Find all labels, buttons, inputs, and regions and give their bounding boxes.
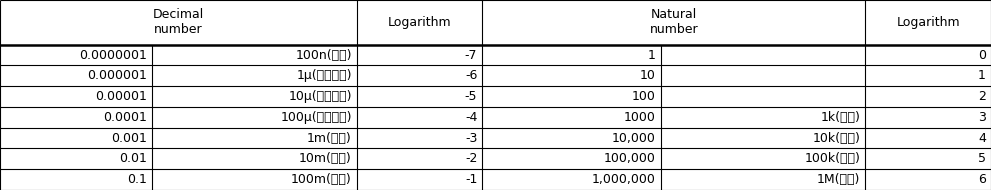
Text: Decimal
number: Decimal number (153, 8, 204, 36)
Text: 100μ(マイクロ): 100μ(マイクロ) (280, 111, 352, 124)
Text: 0.00001: 0.00001 (95, 90, 147, 103)
Text: 10: 10 (640, 69, 656, 82)
Text: 100k(キロ): 100k(キロ) (805, 152, 860, 165)
Text: -2: -2 (465, 152, 478, 165)
Text: 1μ(マイクロ): 1μ(マイクロ) (296, 69, 352, 82)
Text: 1,000,000: 1,000,000 (592, 173, 656, 186)
Text: 1000: 1000 (624, 111, 656, 124)
Text: 0.0000001: 0.0000001 (79, 48, 147, 62)
Text: 1: 1 (648, 48, 656, 62)
Text: 4: 4 (978, 132, 986, 145)
Text: 6: 6 (978, 173, 986, 186)
Text: 0.1: 0.1 (127, 173, 147, 186)
Text: 5: 5 (978, 152, 986, 165)
Text: 10μ(マイクロ): 10μ(マイクロ) (288, 90, 352, 103)
Text: 100m(ミリ): 100m(ミリ) (291, 173, 352, 186)
Text: -7: -7 (465, 48, 478, 62)
Text: 10m(ミリ): 10m(ミリ) (299, 152, 352, 165)
Text: 1m(ミリ): 1m(ミリ) (307, 132, 352, 145)
Text: 0: 0 (978, 48, 986, 62)
Text: 0.0001: 0.0001 (103, 111, 147, 124)
Text: -5: -5 (465, 90, 478, 103)
Text: 1: 1 (978, 69, 986, 82)
Text: Natural
number: Natural number (649, 8, 699, 36)
Text: 1k(キロ): 1k(キロ) (821, 111, 860, 124)
Text: -6: -6 (465, 69, 478, 82)
Text: -1: -1 (465, 173, 478, 186)
Text: 0.000001: 0.000001 (87, 69, 147, 82)
Text: Logarithm: Logarithm (897, 16, 960, 29)
Text: 0.001: 0.001 (111, 132, 147, 145)
Text: 10k(キロ): 10k(キロ) (813, 132, 860, 145)
Text: Logarithm: Logarithm (387, 16, 451, 29)
Text: 100n(ナノ): 100n(ナノ) (295, 48, 352, 62)
Text: 3: 3 (978, 111, 986, 124)
Text: 100,000: 100,000 (604, 152, 656, 165)
Text: 1M(メガ): 1M(メガ) (818, 173, 860, 186)
Text: 0.01: 0.01 (119, 152, 147, 165)
Text: 100: 100 (632, 90, 656, 103)
Text: -4: -4 (465, 111, 478, 124)
Text: -3: -3 (465, 132, 478, 145)
Text: 10,000: 10,000 (611, 132, 656, 145)
Text: 2: 2 (978, 90, 986, 103)
